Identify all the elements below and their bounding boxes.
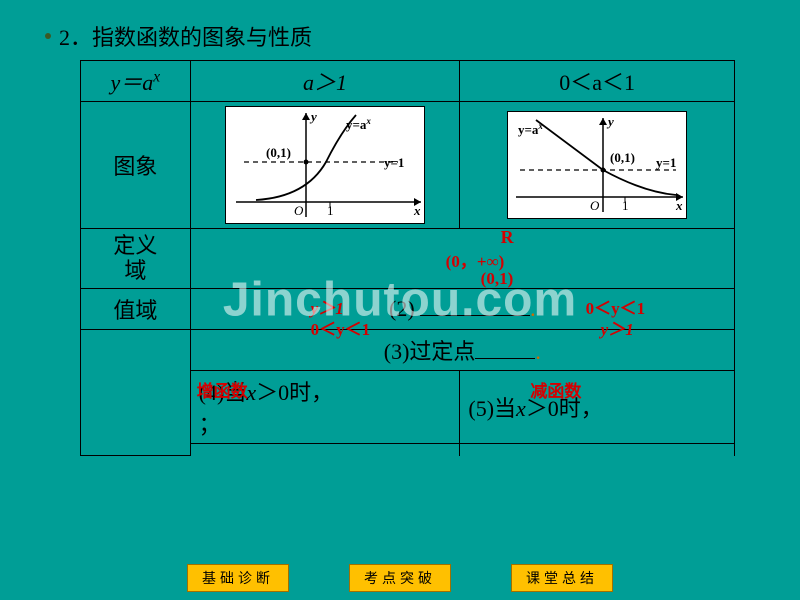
ann-inc: 增函数 [197,377,248,402]
row-range-label: 值域 [81,289,191,330]
properties-table: y＝ax a＞1 0＜a＜1 图象 [80,60,735,456]
bullet-icon [45,33,51,39]
header-a-lt-1: 0＜a＜1 [460,61,735,102]
row-fixed-point: (3)过定点. [190,330,734,371]
row-props-label [81,330,191,456]
header-a-gt-1: a＞1 [190,61,460,102]
svg-text:O: O [590,198,600,213]
svg-text:O: O [294,203,304,218]
svg-text:y=ax: y=ax [518,121,543,137]
header-function: y＝ax [81,61,191,102]
ann-dec: 减函数 [530,377,581,402]
graph-left-svg: y x O 1 y=ax y=1 (0,1) [226,107,426,225]
row-graph-label: 图象 [81,102,191,229]
graph-right-svg: y x O 1 y=ax y=1 (0,1) [508,112,688,220]
page-title: 2．指数函数的图象与性质 [59,20,312,52]
row-x-gt0-left: (4)当x＞0时， ； 增函数 [190,371,460,444]
svg-text:(0,1): (0,1) [610,150,635,165]
svg-text:y=1: y=1 [656,155,676,170]
svg-text:x: x [413,203,421,218]
svg-text:y: y [309,109,317,124]
tab-summary[interactable]: 课堂总结 [511,564,613,592]
svg-text:(0,1): (0,1) [266,145,291,160]
svg-text:x: x [675,198,683,213]
svg-text:y=ax: y=ax [346,116,371,132]
graph-increasing: y x O 1 y=ax y=1 (0,1) [190,102,460,229]
tab-keypoints[interactable]: 考点突破 [349,564,451,592]
ann-ylt1a: 0＜y＜1 [311,315,371,340]
tabs: 基础诊断 考点突破 课堂总结 [0,564,800,592]
ann-ygt1b: y＞1 [601,315,634,340]
row-range-value: (2) . y＞1 0＜y＜1 0＜y＜1 y＞1 [190,289,734,330]
blank-2: (2) [389,296,415,321]
ann-R: R [501,227,514,248]
row-domain-label: 定义域 [81,229,191,289]
row-cut-right [460,444,735,456]
svg-text:y: y [606,114,614,129]
row-cut-left [190,444,460,456]
tab-basics[interactable]: 基础诊断 [187,564,289,592]
row-x-gt0-right: (5)当x＞0时， 减函数 [460,371,735,444]
svg-text:y=1: y=1 [384,155,404,170]
row-domain-value: R (0，+∞) (0,1) [190,229,734,289]
ann-zero-one: (0,1) [481,269,514,289]
graph-decreasing: y x O 1 y=ax y=1 (0,1) [460,102,735,229]
title-row: 2．指数函数的图象与性质 [45,20,755,52]
